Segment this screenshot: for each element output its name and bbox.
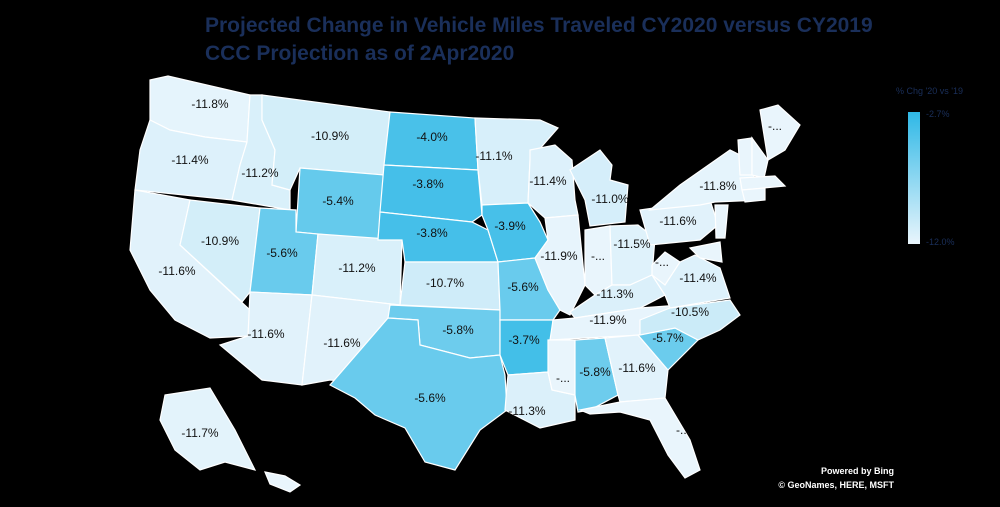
- state-label-wy: -5.4%: [322, 194, 354, 208]
- state-label-wa: -11.8%: [191, 97, 228, 111]
- state-label-ne: -3.8%: [416, 226, 448, 240]
- state-label-mn: -11.1%: [475, 149, 512, 163]
- state-label-sd: -3.8%: [412, 177, 444, 191]
- state-label-pa: -11.6%: [659, 214, 696, 228]
- legend-max-label: -2.7%: [926, 109, 950, 119]
- state-label-sc: -5.7%: [652, 331, 684, 345]
- map-title: Projected Change in Vehicle Miles Travel…: [205, 14, 873, 37]
- state-nv[interactable]: [179, 199, 261, 303]
- attribution-copyright: © GeoNames, HERE, MSFT: [778, 480, 894, 490]
- state-label-nd: -4.0%: [416, 130, 448, 144]
- state-label-va: -11.4%: [679, 271, 716, 285]
- state-label-ms: -...: [556, 371, 570, 385]
- state-label-ut: -5.6%: [266, 246, 298, 260]
- state-mi[interactable]: [569, 149, 629, 227]
- state-label-al: -5.8%: [579, 365, 611, 379]
- state-sd[interactable]: [379, 164, 483, 223]
- state-il[interactable]: [534, 214, 586, 316]
- state-label-ak: -11.7%: [181, 426, 218, 440]
- state-ar[interactable]: [499, 319, 554, 376]
- state-md[interactable]: [688, 241, 723, 263]
- state-label-nv: -10.9%: [201, 234, 239, 248]
- state-ak[interactable]: [159, 387, 257, 471]
- state-label-tn: -11.9%: [589, 313, 626, 327]
- state-label-ny: -11.8%: [699, 179, 736, 193]
- state-wv[interactable]: [651, 251, 681, 286]
- state-label-ca: -11.6%: [158, 264, 195, 278]
- state-nj[interactable]: [714, 204, 729, 239]
- state-label-tx: -5.6%: [414, 391, 446, 405]
- legend-title: % Chg '20 vs '19: [896, 86, 963, 96]
- state-label-ok: -5.8%: [442, 323, 474, 337]
- state-label-ar: -3.7%: [508, 333, 540, 347]
- state-label-mt: -10.9%: [311, 129, 349, 143]
- state-label-mi: -11.0%: [591, 192, 628, 206]
- state-label-me: -...: [768, 119, 782, 133]
- state-label-la: -11.3%: [508, 404, 545, 418]
- legend-min-label: -12.0%: [926, 237, 955, 247]
- state-label-il: -11.9%: [540, 249, 577, 263]
- state-label-mo: -5.6%: [507, 280, 539, 294]
- state-fl[interactable]: [577, 397, 701, 479]
- state-label-ks: -10.7%: [426, 276, 464, 290]
- state-hi[interactable]: [264, 471, 302, 493]
- state-label-az: -11.6%: [247, 327, 284, 341]
- state-ms[interactable]: [547, 339, 576, 396]
- state-label-in: -...: [591, 249, 605, 263]
- state-label-nm: -11.6%: [323, 336, 360, 350]
- state-label-wi: -11.4%: [529, 174, 566, 188]
- state-label-id: -11.2%: [241, 166, 278, 180]
- state-label-ky: -11.3%: [596, 287, 633, 301]
- state-label-or: -11.4%: [171, 153, 208, 167]
- state-label-fl: -...: [676, 423, 690, 437]
- state-label-nc: -10.5%: [671, 305, 709, 319]
- state-label-ia: -3.9%: [494, 219, 526, 233]
- map-subtitle: CCC Projection as of 2Apr2020: [205, 42, 515, 65]
- state-me[interactable]: [759, 104, 801, 161]
- attribution-powered-by: Powered by Bing: [820, 466, 894, 476]
- state-nc[interactable]: [639, 299, 741, 341]
- state-vt[interactable]: [737, 137, 753, 176]
- states-layer: [129, 75, 801, 493]
- state-label-oh: -11.5%: [613, 237, 650, 251]
- state-tx[interactable]: [329, 317, 508, 471]
- state-label-co: -11.2%: [338, 261, 375, 275]
- state-ct[interactable]: [741, 187, 766, 203]
- legend-color-scale: [908, 112, 920, 244]
- labels-layer: -11.8% -11.4% -11.6% -11.2% -10.9% -10.9% -5.4…: [158, 97, 782, 440]
- state-label-ga: -11.6%: [618, 361, 655, 375]
- state-label-wv: -...: [655, 255, 669, 269]
- state-ma[interactable]: [739, 175, 787, 191]
